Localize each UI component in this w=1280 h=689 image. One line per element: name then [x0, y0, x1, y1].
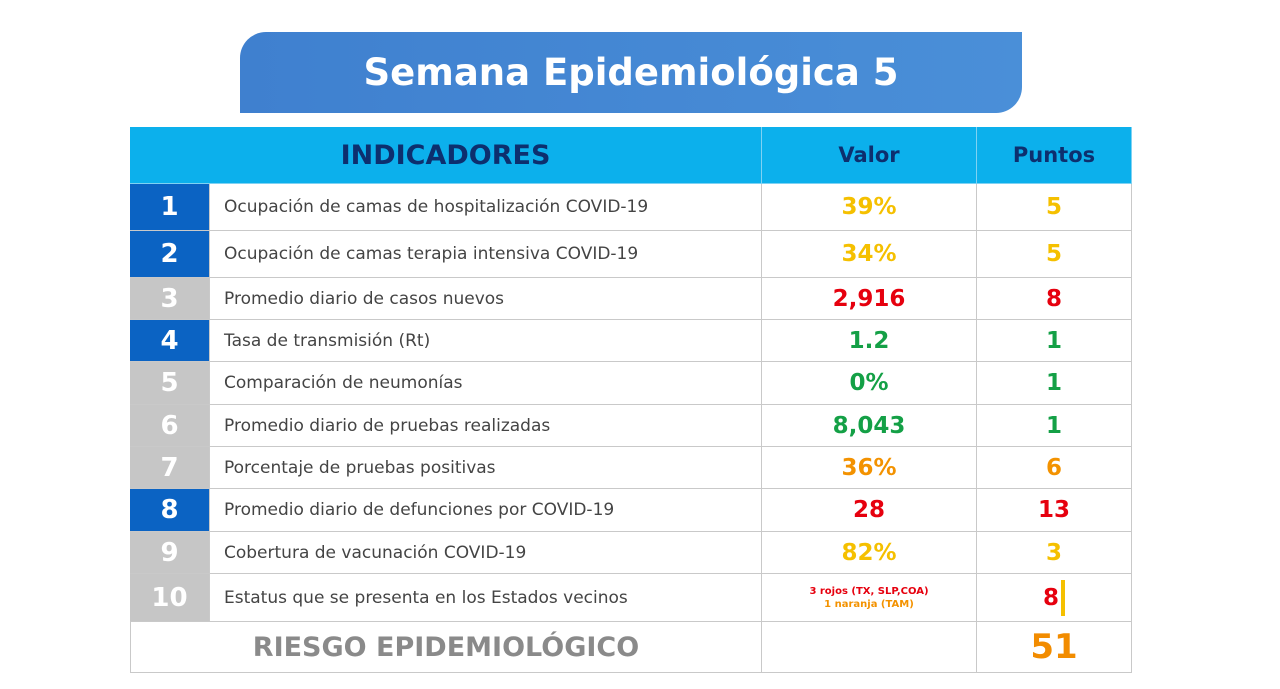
total-label: RIESGO EPIDEMIOLÓGICO [130, 622, 762, 673]
empty-cell [762, 622, 977, 673]
points: 8 [977, 278, 1132, 320]
row-number: 8 [130, 489, 210, 532]
points: 8 [977, 574, 1132, 622]
points: 5 [977, 184, 1132, 231]
value-cell: 1.2 [762, 320, 977, 362]
value: 1 naranja (TAM) [824, 598, 914, 610]
value-cell: 36% [762, 447, 977, 489]
marker [1061, 579, 1065, 616]
indicator: Tasa de transmisión (Rt) [210, 320, 762, 362]
row-number: 2 [130, 231, 210, 278]
header-cell: Puntos [977, 127, 1132, 184]
title-banner: Semana Epidemiológica 5 [240, 32, 1022, 113]
row-number: 1 [130, 184, 210, 231]
value-cell: 28 [762, 489, 977, 532]
value: 28 [852, 497, 885, 523]
header-cell: Valor [762, 127, 977, 184]
total-points: 51 [977, 622, 1132, 673]
indicator: Promedio diario de defunciones por COVID… [210, 489, 762, 532]
title: Semana Epidemiológica 5 [363, 51, 899, 94]
points: 1 [977, 320, 1132, 362]
value: 39% [841, 194, 897, 220]
value: 82% [841, 539, 897, 566]
row-number: 10 [130, 574, 210, 622]
value-cell: 8,043 [762, 405, 977, 447]
indicator: Cobertura de vacunación COVID-19 [210, 532, 762, 574]
value: 34% [841, 241, 897, 267]
value: 0% [849, 370, 889, 396]
row-number: 7 [130, 447, 210, 489]
row-number: 6 [130, 405, 210, 447]
value: 8,043 [832, 412, 906, 439]
indicator: Promedio diario de casos nuevos [210, 278, 762, 320]
points: 6 [977, 447, 1132, 489]
row-number: 9 [130, 532, 210, 574]
value: 36% [841, 454, 897, 481]
header-cell: INDICADORES [130, 127, 762, 184]
value-cell: 34% [762, 231, 977, 278]
indicator: Ocupación de camas de hospitalización CO… [210, 184, 762, 231]
row-number: 5 [130, 362, 210, 405]
points: 1 [977, 362, 1132, 405]
indicator: Comparación de neumonías [210, 362, 762, 405]
indicator: Estatus que se presenta en los Estados v… [210, 574, 762, 622]
indicator: Porcentaje de pruebas positivas [210, 447, 762, 489]
points: 3 [977, 532, 1132, 574]
value: 3 rojos (TX, SLP,COA) [809, 585, 929, 597]
value-cell: 39% [762, 184, 977, 231]
value-cell: 3 rojos (TX, SLP,COA) 1 naranja (TAM) [762, 574, 977, 622]
row-number: 3 [130, 278, 210, 320]
points: 5 [977, 231, 1132, 278]
value-cell: 0% [762, 362, 977, 405]
value-cell: 2,916 [762, 278, 977, 320]
value-cell: 82% [762, 532, 977, 574]
points: 1 [977, 405, 1132, 447]
row-number: 4 [130, 320, 210, 362]
points: 13 [977, 489, 1132, 532]
indicator: Ocupación de camas terapia intensiva COV… [210, 231, 762, 278]
indicator-table: INDICADORES Valor Puntos 1 Ocupación de cama… [130, 127, 1132, 673]
value: 1.2 [848, 327, 890, 354]
indicator: Promedio diario de pruebas realizadas [210, 405, 762, 447]
value: 2,916 [832, 285, 906, 312]
